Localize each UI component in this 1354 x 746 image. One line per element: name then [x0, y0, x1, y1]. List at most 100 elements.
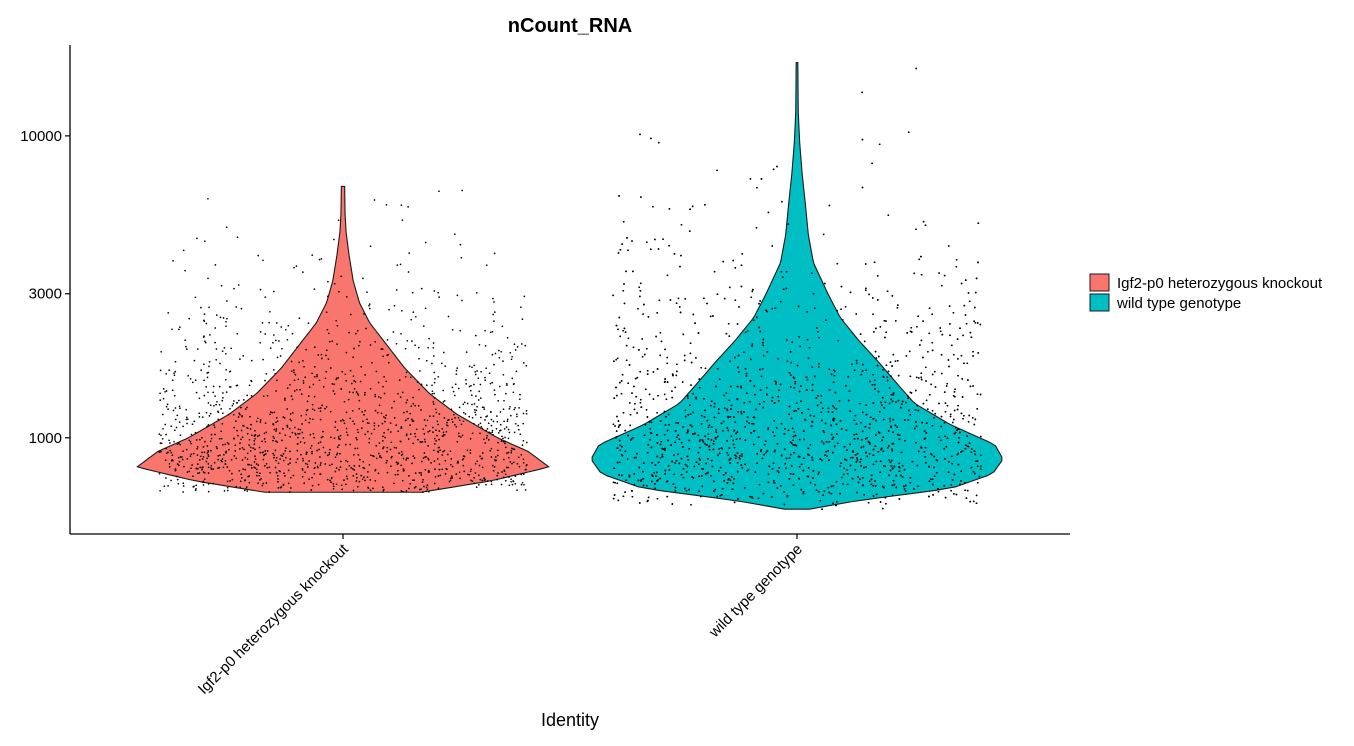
data-point: [670, 444, 672, 446]
data-point: [716, 367, 719, 370]
data-point: [442, 450, 444, 453]
data-point: [730, 408, 732, 410]
data-point: [922, 402, 925, 405]
data-point: [682, 426, 685, 428]
data-point: [828, 389, 831, 391]
data-point: [945, 445, 948, 448]
data-point: [229, 370, 232, 373]
data-point: [979, 468, 982, 471]
data-point: [185, 348, 188, 350]
data-point: [235, 306, 238, 308]
data-point: [374, 479, 377, 482]
data-point: [441, 427, 444, 430]
data-point: [506, 384, 508, 386]
data-point: [275, 459, 277, 462]
data-point: [615, 358, 618, 361]
data-point: [337, 219, 340, 222]
data-point: [806, 311, 808, 313]
data-point: [627, 337, 630, 340]
data-point: [964, 314, 967, 316]
data-point: [794, 382, 797, 385]
data-point: [780, 422, 783, 425]
data-point: [740, 412, 743, 415]
data-point: [274, 339, 277, 342]
data-point: [366, 291, 368, 294]
data-point: [449, 450, 452, 453]
data-point: [386, 354, 388, 357]
data-point: [357, 485, 359, 488]
data-point: [891, 484, 894, 487]
data-point: [239, 480, 242, 483]
data-point: [712, 490, 715, 492]
data-point: [373, 424, 376, 427]
data-point: [699, 438, 702, 441]
data-point: [414, 485, 417, 488]
data-point: [831, 451, 834, 454]
data-point: [650, 137, 652, 140]
data-point: [190, 453, 193, 456]
data-point: [325, 311, 328, 314]
data-point: [319, 441, 322, 443]
data-point: [898, 466, 900, 468]
data-point: [306, 463, 309, 466]
data-point: [345, 296, 348, 298]
data-point: [353, 423, 356, 425]
data-point: [745, 372, 748, 375]
data-point: [369, 489, 372, 491]
data-point: [405, 371, 408, 374]
data-point: [437, 450, 439, 453]
data-point: [304, 471, 306, 474]
data-point: [860, 464, 862, 467]
data-point: [886, 290, 889, 293]
data-point: [669, 299, 672, 301]
data-point: [364, 409, 366, 412]
data-point: [493, 363, 495, 366]
data-point: [300, 414, 303, 417]
data-point: [369, 479, 372, 481]
data-point: [666, 480, 668, 483]
data-point: [375, 370, 378, 373]
data-point: [289, 383, 291, 386]
data-point: [916, 404, 919, 407]
data-point: [435, 429, 437, 432]
data-point: [477, 399, 480, 401]
data-point: [226, 489, 229, 492]
data-point: [188, 439, 191, 442]
data-point: [367, 487, 370, 489]
data-point: [488, 372, 491, 375]
data-point: [305, 453, 308, 455]
data-point: [325, 405, 328, 408]
data-point: [355, 473, 358, 475]
data-point: [893, 483, 896, 486]
data-point: [877, 355, 880, 358]
data-point: [963, 414, 965, 417]
data-point: [301, 475, 304, 478]
data-point: [663, 393, 666, 396]
data-point: [197, 463, 199, 465]
data-point: [818, 336, 820, 339]
data-point: [414, 315, 417, 318]
data-point: [399, 440, 402, 443]
data-point: [687, 429, 689, 432]
data-point: [276, 379, 278, 382]
data-point: [659, 354, 662, 357]
data-point: [234, 450, 237, 452]
data-point: [490, 418, 493, 421]
data-point: [503, 428, 506, 430]
data-point: [751, 343, 754, 346]
data-point: [245, 486, 248, 488]
data-point: [201, 436, 203, 439]
data-point: [910, 326, 913, 329]
data-point: [432, 426, 434, 429]
data-point: [484, 376, 486, 379]
data-point: [455, 373, 458, 375]
data-point: [217, 458, 219, 461]
data-point: [229, 407, 231, 410]
data-point: [522, 422, 525, 425]
data-point: [381, 422, 384, 425]
data-point: [320, 257, 323, 260]
data-point: [400, 464, 403, 467]
data-point: [795, 402, 798, 405]
legend-label: Igf2-p0 heterozygous knockout: [1117, 275, 1323, 292]
data-point: [172, 260, 174, 262]
